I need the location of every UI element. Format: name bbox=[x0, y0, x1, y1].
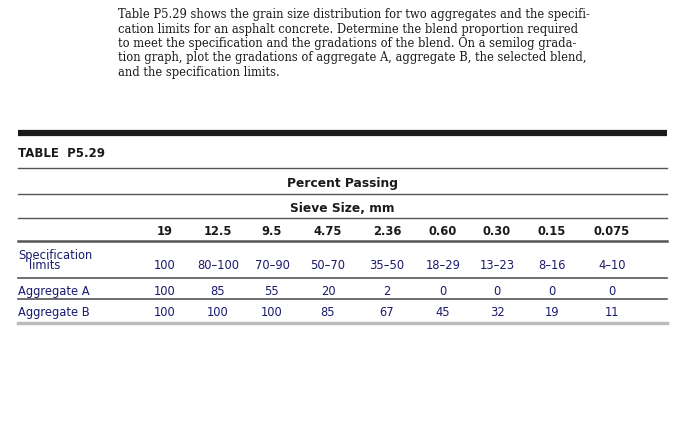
Text: 100: 100 bbox=[207, 306, 229, 319]
Text: 19: 19 bbox=[157, 225, 173, 238]
Text: Specification: Specification bbox=[18, 249, 92, 262]
Text: 45: 45 bbox=[436, 306, 450, 319]
Text: 100: 100 bbox=[154, 306, 176, 319]
Text: 2.36: 2.36 bbox=[373, 225, 401, 238]
Text: 0: 0 bbox=[608, 285, 616, 298]
Text: 85: 85 bbox=[211, 285, 225, 298]
Text: limits: limits bbox=[18, 259, 60, 272]
Text: 55: 55 bbox=[264, 285, 279, 298]
Text: Table P5.29 shows the grain size distribution for two aggregates and the specifi: Table P5.29 shows the grain size distrib… bbox=[118, 8, 590, 21]
Text: Sieve Size, mm: Sieve Size, mm bbox=[290, 202, 395, 215]
Text: 67: 67 bbox=[379, 306, 395, 319]
Text: 4–10: 4–10 bbox=[598, 259, 626, 272]
Text: 8–16: 8–16 bbox=[538, 259, 566, 272]
Text: 0.60: 0.60 bbox=[429, 225, 457, 238]
Text: 85: 85 bbox=[321, 306, 336, 319]
Text: Percent Passing: Percent Passing bbox=[287, 177, 398, 190]
Text: and the specification limits.: and the specification limits. bbox=[118, 66, 279, 79]
Text: 20: 20 bbox=[321, 285, 336, 298]
Text: 0.15: 0.15 bbox=[538, 225, 566, 238]
Text: 18–29: 18–29 bbox=[425, 259, 460, 272]
Text: 4.75: 4.75 bbox=[314, 225, 342, 238]
Text: 13–23: 13–23 bbox=[479, 259, 514, 272]
Text: 0: 0 bbox=[493, 285, 501, 298]
Text: 0: 0 bbox=[439, 285, 447, 298]
Text: tion graph, plot the gradations of aggregate A, aggregate B, the selected blend,: tion graph, plot the gradations of aggre… bbox=[118, 51, 586, 65]
Text: 80–100: 80–100 bbox=[197, 259, 239, 272]
Text: 100: 100 bbox=[261, 306, 283, 319]
Text: TABLE  P5.29: TABLE P5.29 bbox=[18, 147, 105, 160]
Text: 11: 11 bbox=[605, 306, 619, 319]
Text: Aggregate A: Aggregate A bbox=[18, 285, 90, 298]
Text: 70–90: 70–90 bbox=[255, 259, 290, 272]
Text: 35–50: 35–50 bbox=[369, 259, 405, 272]
Text: 32: 32 bbox=[490, 306, 504, 319]
Text: to meet the specification and the gradations of the blend. On a semilog grada-: to meet the specification and the gradat… bbox=[118, 37, 576, 50]
Text: 0: 0 bbox=[549, 285, 556, 298]
Text: 50–70: 50–70 bbox=[310, 259, 345, 272]
Text: 19: 19 bbox=[545, 306, 559, 319]
Text: 0.075: 0.075 bbox=[594, 225, 630, 238]
Text: 100: 100 bbox=[154, 259, 176, 272]
Text: Aggregate B: Aggregate B bbox=[18, 306, 90, 319]
Text: 9.5: 9.5 bbox=[262, 225, 282, 238]
Text: 100: 100 bbox=[154, 285, 176, 298]
Text: 0.30: 0.30 bbox=[483, 225, 511, 238]
Text: cation limits for an asphalt concrete. Determine the blend proportion required: cation limits for an asphalt concrete. D… bbox=[118, 22, 578, 35]
Text: 2: 2 bbox=[384, 285, 390, 298]
Text: 12.5: 12.5 bbox=[204, 225, 232, 238]
